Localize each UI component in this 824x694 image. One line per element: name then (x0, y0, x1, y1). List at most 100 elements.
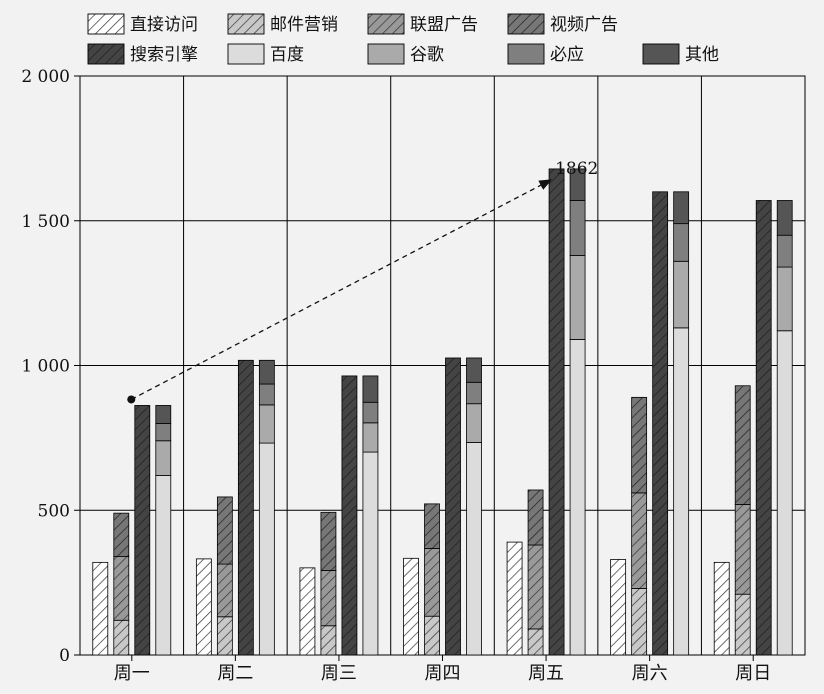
bar-视频广告-周三 (320, 511, 337, 571)
legend-item-谷歌: 谷歌 (367, 43, 444, 65)
legend-swatch (507, 43, 545, 65)
bar-谷歌-周六 (673, 260, 690, 329)
bar-百度-周一 (155, 475, 172, 656)
bar-其他-周四 (466, 357, 482, 383)
bar-视频广告-周一 (113, 512, 130, 557)
legend-label: 必应 (550, 45, 584, 65)
legend-item-百度: 百度 (227, 43, 304, 65)
annotation-arrow (130, 179, 553, 401)
legend-label: 百度 (270, 45, 304, 65)
bar-搜索引擎-周三 (341, 375, 358, 656)
legend-item-视频广告: 视频广告 (507, 13, 618, 35)
y-tick-label: 0 (59, 646, 70, 666)
legend-label: 其他 (685, 45, 719, 65)
bar-联盟广告-周六 (631, 492, 648, 589)
bar-视频广告-周四 (424, 503, 440, 549)
bar-邮件营销-周一 (113, 619, 130, 656)
bar-其他-周一 (155, 405, 172, 424)
bar-邮件营销-周二 (216, 616, 233, 656)
annotation-label: 1862 (555, 159, 598, 179)
y-tick-label: 1 000 (21, 357, 70, 377)
bar-视频广告-周日 (734, 385, 751, 505)
bar-视频广告-周二 (216, 496, 233, 565)
bar-谷歌-周四 (466, 403, 482, 443)
x-tick-label: 周二 (217, 663, 253, 684)
legend-item-必应: 必应 (507, 43, 584, 65)
y-tick-label: 500 (38, 501, 70, 521)
bar-必应-周日 (776, 234, 793, 268)
bar-直接访问-周二 (195, 558, 212, 656)
x-tick-label: 周四 (425, 663, 461, 684)
bar-搜索引擎-周二 (237, 359, 254, 656)
legend-swatch (642, 43, 680, 65)
bar-搜索引擎-周四 (445, 357, 461, 656)
legend-label: 直接访问 (130, 15, 198, 35)
bar-联盟广告-周二 (216, 563, 233, 618)
legend-item-其他: 其他 (642, 43, 719, 65)
bar-必应-周三 (362, 401, 379, 424)
bar-其他-周二 (258, 359, 275, 385)
bar-百度-周二 (258, 442, 275, 656)
grid (79, 75, 806, 656)
x-tick-label: 周三 (321, 663, 357, 684)
bar-百度-周六 (673, 327, 690, 656)
bar-百度-周五 (569, 339, 586, 656)
legend-label: 谷歌 (410, 45, 444, 65)
legend-item-搜索引擎: 搜索引擎 (87, 43, 198, 65)
legend-swatch (227, 43, 265, 65)
bar-直接访问-周六 (610, 559, 627, 656)
bar-谷歌-周一 (155, 440, 172, 476)
y-tick-label: 2 000 (21, 67, 70, 87)
bar-搜索引擎-周五 (548, 168, 565, 656)
x-tick-label: 周六 (632, 663, 668, 684)
bar-谷歌-周三 (362, 422, 379, 453)
bar-其他-周三 (362, 375, 379, 403)
bar-必应-周五 (569, 200, 586, 256)
bar-联盟广告-周四 (424, 548, 440, 617)
bar-联盟广告-周一 (113, 556, 130, 621)
bar-谷歌-周日 (776, 266, 793, 332)
bar-其他-周五 (569, 168, 586, 201)
legend-swatch (87, 13, 125, 35)
bar-其他-周日 (776, 200, 793, 236)
bar-谷歌-周五 (569, 255, 586, 340)
bar-必应-周四 (466, 381, 482, 405)
bar-邮件营销-周日 (734, 593, 751, 656)
bar-搜索引擎-周一 (134, 405, 151, 656)
legend-swatch (367, 13, 405, 35)
axes: 0 500 1 000 1 500 2 000 周一 周二 周三 周四 周五 周六 周日 (21, 67, 771, 684)
legend-item-联盟广告: 联盟广告 (367, 13, 478, 35)
legend-swatch (227, 13, 265, 35)
legend-label: 视频广告 (550, 15, 618, 35)
x-tick-label: 周日 (735, 663, 771, 684)
legend-label: 邮件营销 (270, 15, 338, 35)
bar-必应-周六 (673, 223, 690, 262)
bar-邮件营销-周三 (320, 625, 337, 656)
legend-swatch (87, 43, 125, 65)
bar-视频广告-周五 (527, 489, 544, 546)
bars (92, 168, 793, 656)
bar-搜索引擎-周六 (652, 191, 669, 656)
bar-联盟广告-周日 (734, 504, 751, 595)
bar-必应-周二 (258, 383, 275, 406)
bar-联盟广告-周三 (320, 570, 337, 627)
y-tick-label: 1 500 (21, 212, 70, 232)
bar-联盟广告-周五 (527, 544, 544, 630)
x-tick-label: 周一 (114, 663, 150, 684)
bar-谷歌-周二 (258, 404, 275, 444)
legend-swatch (367, 43, 405, 65)
bar-直接访问-周五 (506, 541, 523, 656)
x-tick-label: 周五 (528, 663, 564, 684)
annotation: 1862 (127, 159, 598, 404)
bar-直接访问-周四 (403, 557, 419, 656)
bar-直接访问-周三 (299, 567, 316, 656)
bar-邮件营销-周五 (527, 628, 544, 656)
bar-视频广告-周六 (631, 396, 648, 494)
legend-swatch (507, 13, 545, 35)
bar-百度-周三 (362, 451, 379, 656)
bar-邮件营销-周四 (424, 615, 440, 656)
bar-百度-周四 (466, 442, 482, 656)
legend-label: 联盟广告 (410, 15, 478, 35)
